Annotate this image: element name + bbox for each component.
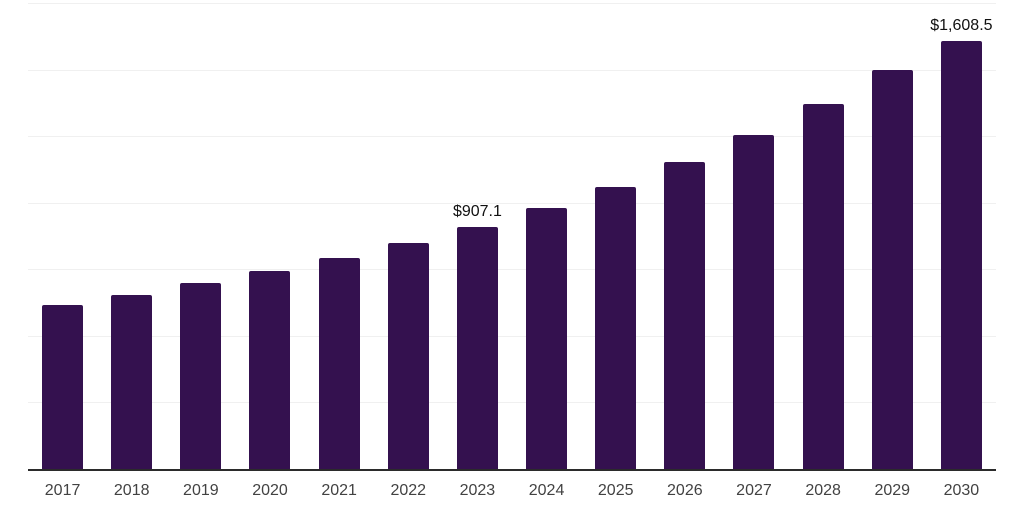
bars-container: $907.1 $1,608.5	[28, 3, 996, 469]
bar-slot-2030: $1,608.5	[927, 3, 996, 469]
bar-2018	[111, 294, 153, 469]
bar-slot-2025	[581, 3, 650, 469]
x-tick-2027: 2027	[736, 482, 772, 499]
plot-area: $907.1 $1,608.5	[28, 3, 996, 469]
x-axis-line	[28, 469, 996, 471]
bar-2024	[526, 208, 568, 469]
bar-2023	[456, 227, 498, 469]
gridline	[28, 69, 996, 71]
bar-2030	[940, 40, 982, 469]
x-tick-2025: 2025	[597, 482, 634, 499]
gridline	[28, 3, 996, 4]
bar-slot-2018	[97, 3, 166, 469]
bar-slot-2029	[858, 3, 927, 469]
x-tick-2030: 2030	[943, 482, 980, 499]
bar-2017	[42, 305, 84, 469]
data-label-2030: $1,608.5	[930, 16, 993, 34]
x-tick-2028: 2028	[805, 482, 841, 499]
bar-2021	[318, 258, 360, 469]
x-axis-ticks: 2017 2018 2019 2020 2021 2022 2023 2024 2025 2026…	[28, 482, 996, 500]
x-tick-2018: 2018	[113, 482, 150, 499]
x-tick-2021: 2021	[321, 482, 357, 499]
gridline	[28, 136, 996, 138]
x-tick-2022: 2022	[390, 482, 427, 499]
bar-slot-2020	[235, 3, 304, 469]
x-tick-2017: 2017	[44, 482, 81, 499]
bar-slot-2022	[374, 3, 443, 469]
bar-slot-2024	[512, 3, 581, 469]
gridline	[28, 402, 996, 404]
bar-slot-2019	[166, 3, 235, 469]
gridline	[28, 335, 996, 337]
bar-2025	[595, 186, 637, 469]
bar-2022	[387, 242, 429, 469]
bar-slot-2023: $907.1	[443, 3, 512, 469]
x-tick-2024: 2024	[528, 482, 565, 499]
bar-slot-2026	[650, 3, 719, 469]
bar-2026	[664, 162, 706, 469]
data-label-2023: $907.1	[452, 203, 502, 221]
gridline	[28, 202, 996, 204]
x-tick-2019: 2019	[183, 482, 219, 499]
bar-2019	[180, 282, 222, 469]
bar-2020	[249, 271, 291, 469]
x-tick-2029: 2029	[874, 482, 911, 499]
bar-slot-2017	[28, 3, 97, 469]
gridline	[28, 269, 996, 271]
x-tick-2023: 2023	[459, 482, 496, 499]
bar-2029	[871, 70, 913, 469]
x-tick-2020: 2020	[252, 482, 288, 499]
bar-slot-2028	[789, 3, 858, 469]
bar-slot-2021	[305, 3, 374, 469]
x-tick-2026: 2026	[667, 482, 703, 499]
bar-2027	[733, 134, 775, 469]
bar-2028	[802, 103, 844, 469]
bar-slot-2027	[719, 3, 788, 469]
